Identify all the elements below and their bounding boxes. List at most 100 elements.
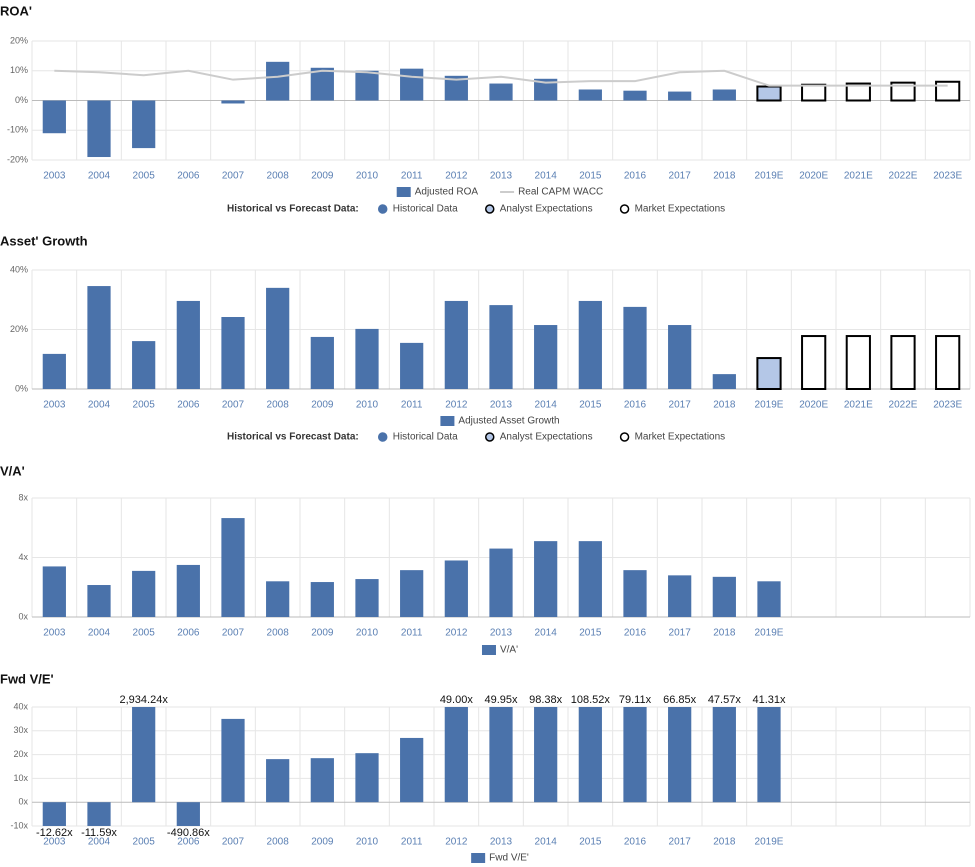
x-tick-label: 2015 [579, 171, 602, 182]
legend-swatch [440, 416, 455, 426]
legend-label: Real CAPM WACC [518, 187, 603, 198]
legend-marker [377, 432, 388, 442]
bar [489, 707, 513, 803]
x-tick-label: 2013 [490, 171, 513, 182]
x-tick-label: 2019E [755, 628, 784, 639]
x-tick-label: 2016 [624, 171, 647, 182]
x-tick-label: 2009 [311, 628, 334, 639]
legend-swatch [471, 853, 486, 863]
x-tick-label: 2009 [311, 400, 334, 411]
chart: V/A' 0x 4x 8x 2003 2004 2005 2006 2007 2008 2009 20… [0, 463, 971, 656]
bar [132, 707, 156, 803]
x-tick-label: 2022E [889, 171, 918, 182]
x-tick-label: 2010 [356, 400, 379, 411]
bar [444, 707, 468, 803]
bar [444, 75, 468, 101]
y-tick-label: 20% [10, 324, 28, 334]
y-tick-label: 0x [18, 797, 28, 807]
bar [176, 564, 200, 617]
bar [668, 91, 692, 101]
forecast-legend: Historical vs Forecast Data: Historical D… [227, 204, 725, 215]
chart-title: ROA' [0, 3, 32, 18]
x-tick-label: 2014 [535, 628, 558, 639]
x-tick-label: 2016 [624, 400, 647, 411]
value-label: 41.31x [752, 694, 786, 706]
y-tick-label: 40% [10, 264, 28, 274]
value-label: 79.11x [619, 694, 652, 706]
x-tick-label: 2005 [133, 400, 156, 411]
x-tick-label: 2011 [401, 400, 423, 411]
bar [668, 575, 692, 617]
bar [87, 802, 111, 826]
x-tick-label: 2017 [669, 171, 692, 182]
y-tick-label: 30x [13, 725, 28, 735]
x-tick-label: 2005 [133, 628, 156, 639]
x-tick-label: 2019E [755, 400, 784, 411]
x-tick-label: 2019E [755, 171, 784, 182]
x-tick-label: 2013 [490, 628, 513, 639]
chart-title: V/A' [0, 463, 25, 478]
bar [534, 541, 558, 617]
x-tick-label: 2019E [755, 837, 784, 848]
value-label: 49.95x [484, 694, 518, 706]
bar [578, 541, 602, 617]
bar [42, 353, 66, 389]
bar [845, 82, 871, 102]
bar [176, 802, 200, 826]
y-tick-label: 8x [18, 492, 28, 502]
x-tick-label: 2005 [133, 171, 156, 182]
x-tick-label: 2009 [311, 837, 334, 848]
x-tick-label: 2018 [713, 837, 736, 848]
x-tick-label: 2013 [490, 837, 513, 848]
bar [756, 357, 782, 390]
x-tick-label: 2007 [222, 400, 245, 411]
y-tick-label: -20% [7, 154, 28, 164]
value-label: -490.86x [167, 827, 210, 839]
bar [489, 83, 513, 101]
legend-label: Historical Data [393, 432, 458, 443]
bar [132, 570, 156, 617]
x-tick-label: 2003 [43, 628, 66, 639]
legend: V/A' [481, 645, 518, 656]
bar [400, 737, 424, 803]
bar [87, 100, 111, 158]
x-tick-label: 2022E [889, 400, 918, 411]
y-tick-label: 0x [18, 611, 28, 621]
x-tick-label: 2009 [311, 171, 334, 182]
y-tick-label: 0% [15, 95, 28, 105]
legend-label: Adjusted ROA [415, 187, 479, 198]
bar [444, 300, 468, 389]
bar [266, 287, 290, 389]
bar [534, 707, 558, 803]
bar [578, 707, 602, 803]
legend-marker [619, 204, 630, 214]
x-tick-label: 2015 [579, 628, 602, 639]
bar [935, 335, 961, 391]
legend-label: Historical Data [393, 204, 458, 215]
x-tick-label: 2004 [88, 171, 111, 182]
bar [87, 585, 111, 617]
bar [400, 570, 424, 617]
forecast-legend-title: Historical vs Forecast Data: [227, 204, 359, 215]
legend-marker [619, 432, 630, 442]
bar [310, 67, 334, 101]
legend-label: Analyst Expectations [500, 432, 593, 443]
legend: Adjusted ROA Real CAPM WACC [396, 187, 603, 198]
forecast-legend: Historical vs Forecast Data: Historical D… [227, 432, 725, 443]
x-tick-label: 2020E [799, 400, 828, 411]
chart: Fwd V/E' -10x 0x 10x 20x 30x 40x 2003 2004 2005 20… [0, 671, 971, 864]
x-tick-label: 2012 [445, 400, 468, 411]
x-tick-label: 2010 [356, 628, 379, 639]
x-tick-label: 2021E [844, 171, 873, 182]
legend-label: Adjusted Asset Growth [458, 416, 559, 427]
x-tick-label: 2005 [133, 837, 156, 848]
x-tick-label: 2011 [401, 628, 423, 639]
x-tick-label: 2012 [445, 628, 468, 639]
x-tick-label: 2006 [177, 171, 200, 182]
x-tick-label: 2014 [535, 837, 558, 848]
value-label: 49.00x [440, 694, 474, 706]
bar [623, 90, 647, 101]
bar [489, 305, 513, 389]
bar [400, 342, 424, 389]
